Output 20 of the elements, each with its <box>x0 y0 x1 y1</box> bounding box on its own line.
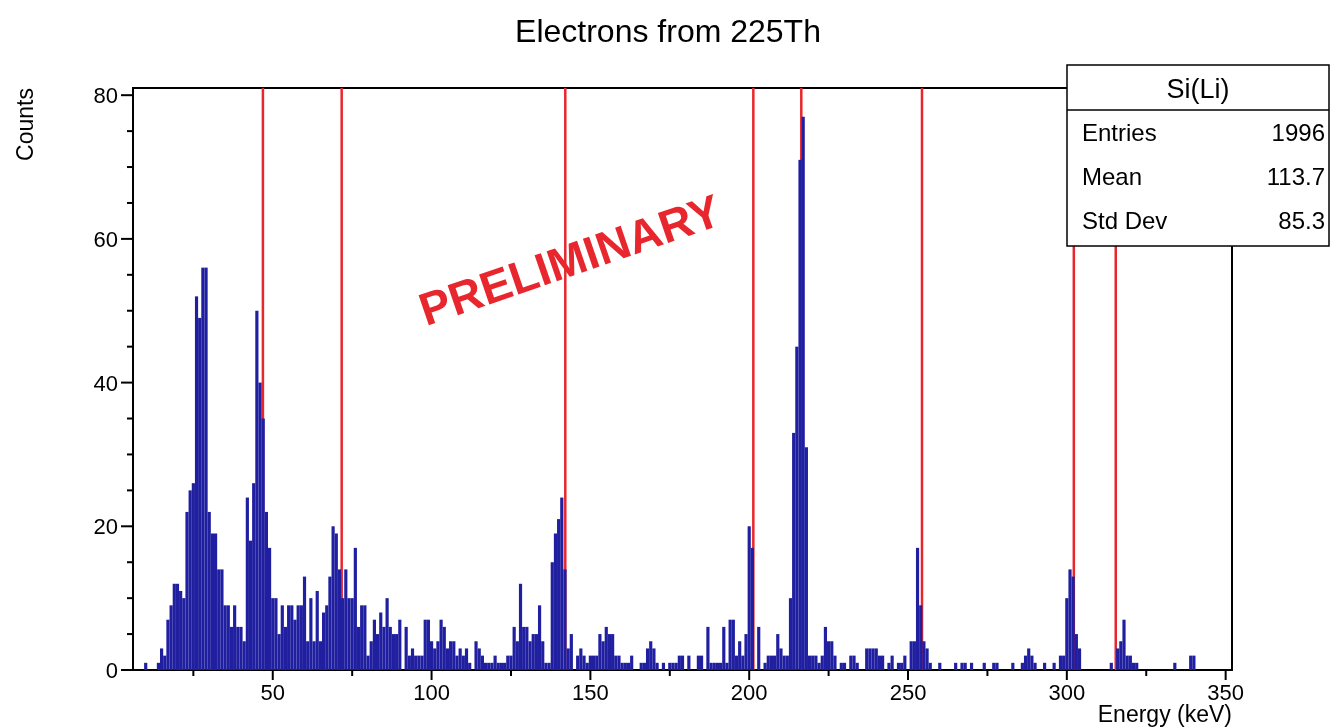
text: 85.3 <box>1278 207 1325 234</box>
text: 1996 <box>1271 119 1325 146</box>
chart-title: Electrons from 225Th <box>515 13 821 49</box>
annotation: Std Dev <box>1082 207 1168 234</box>
x-tick-label: 200 <box>730 680 768 705</box>
y-tick-label: 20 <box>93 514 118 540</box>
y-tick-label: 0 <box>105 658 118 683</box>
text: 113.7 <box>1266 163 1325 190</box>
x-tick-label: 150 <box>572 680 609 705</box>
x-tick-label: 50 <box>260 680 285 705</box>
y-tick-label: 60 <box>93 226 118 252</box>
y-axis-title: Counts <box>12 88 38 161</box>
x-tick-label: 250 <box>889 680 927 705</box>
x-tick-label: 100 <box>413 680 450 705</box>
y-tick-label: 40 <box>93 370 118 396</box>
x-tick-label: 300 <box>1048 680 1086 705</box>
y-tick-label: 80 <box>93 83 118 109</box>
annotation: Entries <box>1082 119 1157 146</box>
annotation: Si(Li) <box>1166 74 1230 104</box>
annotation: Mean <box>1082 163 1143 190</box>
